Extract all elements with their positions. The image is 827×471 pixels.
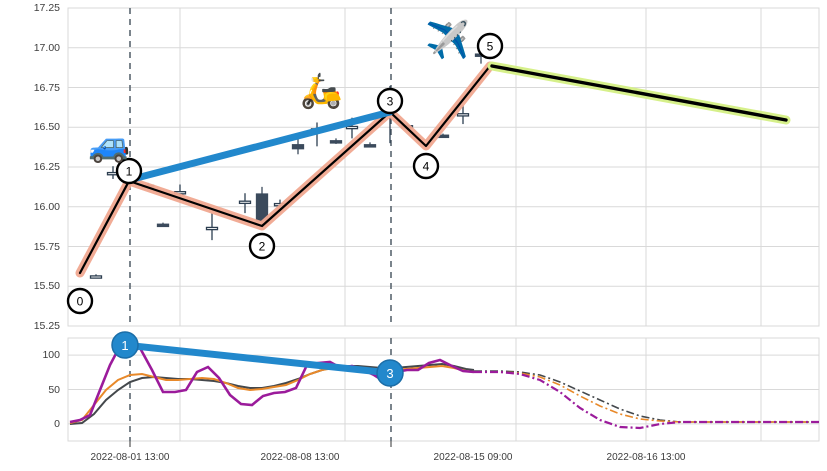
price-marker-label: 0 <box>77 295 84 309</box>
price-marker-circle[interactable] <box>476 32 504 60</box>
kdj-marker-circle[interactable] <box>376 359 404 387</box>
candle-body <box>291 144 305 150</box>
car-icon: 🚙 <box>88 126 131 164</box>
kdj-d-line <box>69 364 475 424</box>
price-marker-label: 5 <box>487 40 494 54</box>
candle-body <box>329 140 343 144</box>
candle-body <box>205 226 219 231</box>
candle-body <box>363 144 377 148</box>
price-y-tick: 16.75 <box>33 81 60 94</box>
x-axis-tick: 2022-08-01 13:00 <box>90 452 170 463</box>
price-marker-circle[interactable] <box>248 232 276 260</box>
price-y-tick: 15.25 <box>33 320 60 332</box>
kdj-marker-label: 1 <box>121 338 128 353</box>
x-axis-tick: 2022-08-15 09:00 <box>433 452 513 463</box>
price-trend-line <box>125 108 394 184</box>
kdj-y-tick: 100 <box>42 349 60 362</box>
price-marker-label: 2 <box>259 240 266 254</box>
price-marker-circle[interactable] <box>66 287 94 315</box>
kdj-marker-label: 3 <box>386 366 393 381</box>
kdj-d-forecast-line <box>474 371 819 423</box>
x-axis-tick: 2022-08-16 13:00 <box>606 452 686 463</box>
price-marker-label: 4 <box>423 160 430 174</box>
candle-body <box>345 125 359 130</box>
candle-body <box>456 113 470 117</box>
price-y-tick: 17.00 <box>33 41 60 54</box>
kdj-y-tick: 50 <box>48 383 60 396</box>
candle-body <box>156 223 170 228</box>
price-y-tick: 17.25 <box>33 2 60 14</box>
candle-body <box>238 200 252 205</box>
kdj-marker-circle[interactable] <box>111 331 139 359</box>
price-y-tick: 16.25 <box>33 161 60 173</box>
scooter-icon: 🛵 <box>300 72 343 110</box>
x-axis-tick: 2022-08-08 13:00 <box>260 452 340 463</box>
zigzag-line <box>78 64 492 275</box>
price-marker-circle[interactable] <box>115 157 143 185</box>
price-y-tick: 16.00 <box>33 200 60 213</box>
price-y-tick: 15.75 <box>33 240 60 253</box>
kdj-trend-line <box>121 341 394 377</box>
price-marker-label: 1 <box>126 165 133 179</box>
price-y-tick: 15.50 <box>33 280 60 293</box>
forecast-line <box>490 64 788 122</box>
candle-body <box>89 275 103 279</box>
price-marker-circle[interactable] <box>412 152 440 180</box>
airplane-icon: ✈️ <box>425 19 470 60</box>
price-marker-circle[interactable] <box>376 87 404 115</box>
kdj-y-tick: 0 <box>54 417 60 430</box>
price-y-tick: 16.50 <box>33 121 60 134</box>
price-marker-label: 3 <box>387 95 394 109</box>
